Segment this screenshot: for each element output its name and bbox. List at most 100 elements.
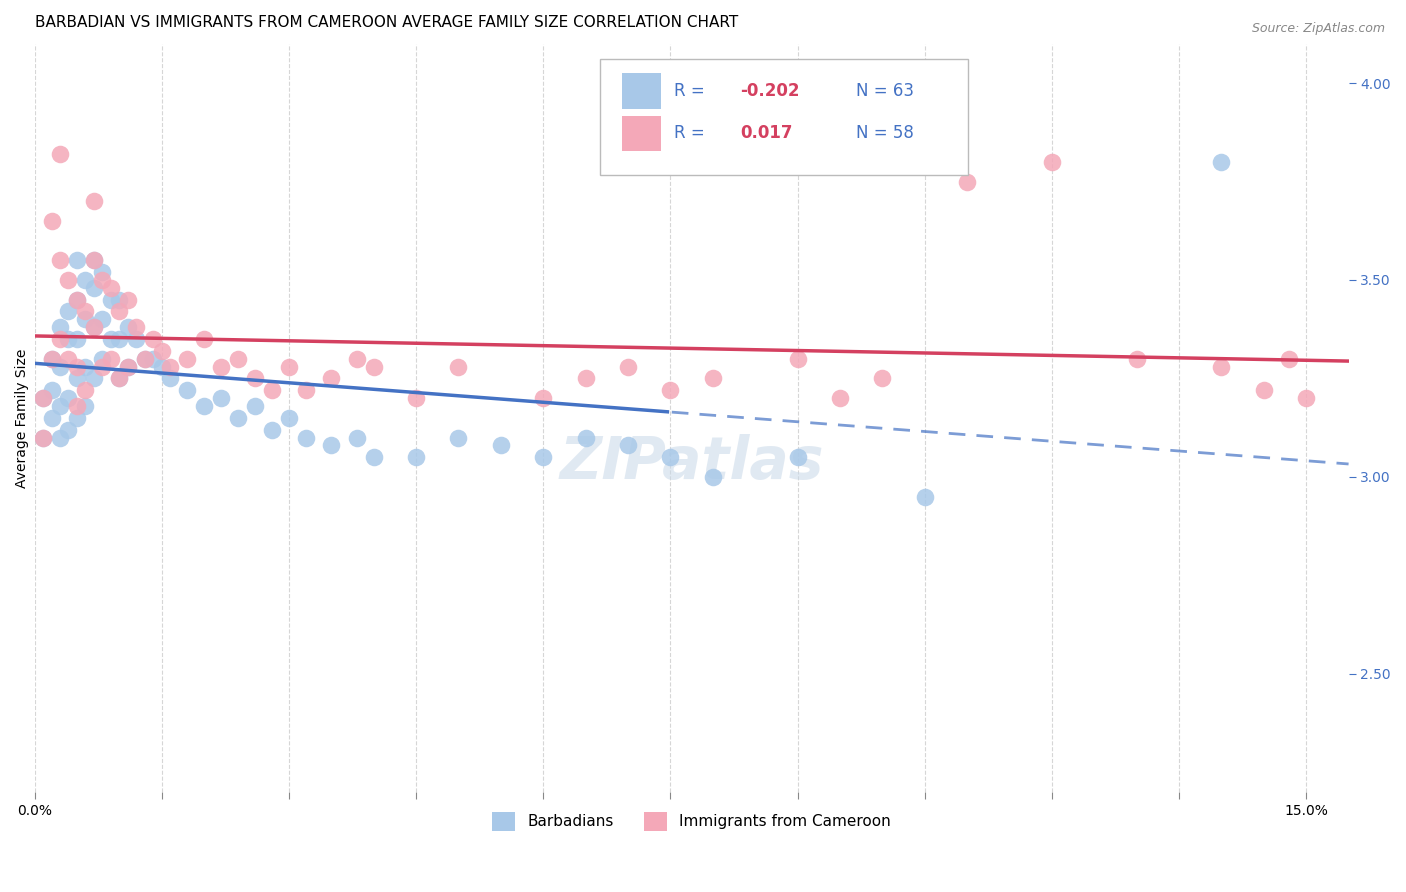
Point — [91, 359, 114, 374]
Point — [1295, 391, 1317, 405]
Point — [75, 399, 97, 413]
Point — [277, 359, 299, 374]
Point — [176, 351, 198, 366]
Point — [49, 332, 72, 346]
Point — [405, 391, 427, 405]
Point — [117, 359, 139, 374]
Text: R =: R = — [675, 125, 716, 143]
Point — [83, 281, 105, 295]
Point — [405, 450, 427, 465]
Point — [100, 293, 122, 307]
Point — [91, 312, 114, 326]
Point — [91, 273, 114, 287]
Point — [32, 430, 55, 444]
Point — [83, 253, 105, 268]
Point — [125, 332, 148, 346]
Point — [295, 383, 318, 397]
Point — [142, 332, 165, 346]
Point — [150, 343, 173, 358]
Point — [226, 410, 249, 425]
Point — [117, 293, 139, 307]
Point — [243, 371, 266, 385]
Point — [108, 371, 131, 385]
Point — [828, 391, 851, 405]
Point — [83, 194, 105, 209]
Point — [226, 351, 249, 366]
Point — [134, 351, 156, 366]
Point — [447, 430, 470, 444]
Point — [1211, 359, 1233, 374]
Point — [150, 359, 173, 374]
Point — [1211, 154, 1233, 169]
Point — [108, 371, 131, 385]
Point — [321, 438, 343, 452]
Point — [209, 359, 232, 374]
Point — [91, 265, 114, 279]
Point — [83, 371, 105, 385]
Point — [193, 332, 215, 346]
Point — [83, 320, 105, 334]
Text: R =: R = — [675, 82, 710, 100]
Point — [872, 371, 894, 385]
Point — [32, 391, 55, 405]
Point — [75, 273, 97, 287]
Point — [914, 490, 936, 504]
Point — [83, 320, 105, 334]
Point — [702, 470, 724, 484]
Y-axis label: Average Family Size: Average Family Size — [15, 348, 30, 488]
Point — [66, 371, 89, 385]
Point — [1040, 154, 1063, 169]
Point — [83, 253, 105, 268]
FancyBboxPatch shape — [599, 59, 967, 175]
Point — [260, 383, 283, 397]
Point — [66, 253, 89, 268]
Point — [363, 450, 385, 465]
Point — [75, 312, 97, 326]
Point — [277, 410, 299, 425]
Point — [786, 351, 808, 366]
Point — [142, 351, 165, 366]
Point — [58, 273, 80, 287]
Text: N = 58: N = 58 — [856, 125, 914, 143]
Point — [659, 383, 682, 397]
Point — [49, 399, 72, 413]
Text: N = 63: N = 63 — [856, 82, 914, 100]
Point — [41, 351, 63, 366]
Point — [75, 383, 97, 397]
Point — [956, 174, 979, 188]
Legend: Barbadians, Immigrants from Cameroon: Barbadians, Immigrants from Cameroon — [486, 805, 897, 837]
Point — [108, 304, 131, 318]
Point — [58, 391, 80, 405]
Point — [659, 450, 682, 465]
Point — [32, 430, 55, 444]
Point — [108, 332, 131, 346]
FancyBboxPatch shape — [621, 73, 661, 109]
Point — [117, 320, 139, 334]
Point — [100, 281, 122, 295]
Point — [617, 438, 640, 452]
Point — [49, 253, 72, 268]
Point — [125, 320, 148, 334]
Point — [193, 399, 215, 413]
Point — [49, 359, 72, 374]
Point — [260, 423, 283, 437]
Point — [49, 320, 72, 334]
Point — [159, 371, 181, 385]
Point — [66, 399, 89, 413]
Point — [75, 359, 97, 374]
Point — [49, 147, 72, 161]
Point — [531, 450, 554, 465]
Point — [32, 391, 55, 405]
Point — [117, 359, 139, 374]
Text: 0.017: 0.017 — [740, 125, 793, 143]
Point — [58, 304, 80, 318]
Point — [91, 351, 114, 366]
Point — [100, 351, 122, 366]
Point — [574, 371, 596, 385]
Text: Source: ZipAtlas.com: Source: ZipAtlas.com — [1251, 22, 1385, 36]
Point — [134, 351, 156, 366]
Point — [786, 450, 808, 465]
Point — [66, 293, 89, 307]
Text: -0.202: -0.202 — [740, 82, 800, 100]
Point — [66, 293, 89, 307]
